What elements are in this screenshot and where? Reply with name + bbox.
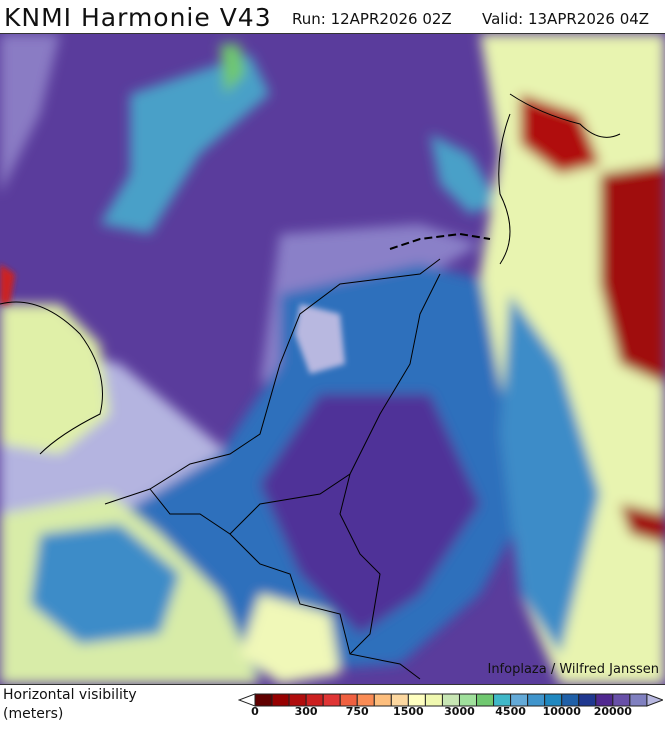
map-credit: Infoplaza / Wilfred Janssen — [487, 662, 659, 677]
legend-tick-label: 3000 — [444, 705, 475, 718]
visibility-map — [0, 33, 665, 685]
variable-unit: (meters) — [3, 706, 64, 722]
variable-name: Horizontal visibility — [3, 687, 137, 703]
legend-swatch — [271, 693, 290, 707]
legend-tick-label: 0 — [251, 705, 259, 718]
legend-swatch — [476, 693, 495, 707]
legend-swatch — [373, 693, 392, 707]
legend-variable: Horizontal visibility (meters) — [3, 686, 137, 724]
run-time: Run: 12APR2026 02Z — [292, 10, 452, 28]
legend-swatch — [629, 693, 648, 707]
legend-tick-label: 4500 — [495, 705, 526, 718]
legend-swatch — [322, 693, 341, 707]
legend-tick-label: 20000 — [593, 705, 632, 718]
legend-tick-label: 750 — [345, 705, 369, 718]
valid-time: Valid: 13APR2026 04Z — [482, 10, 650, 28]
legend-swatch — [424, 693, 443, 707]
legend-tick-label: 10000 — [542, 705, 581, 718]
color-legend — [237, 692, 665, 711]
legend-tick-label: 1500 — [393, 705, 424, 718]
legend-tick-label: 300 — [294, 705, 318, 718]
legend-over-arrow — [646, 693, 665, 707]
chart-title: KNMI Harmonie V43 — [4, 3, 272, 32]
